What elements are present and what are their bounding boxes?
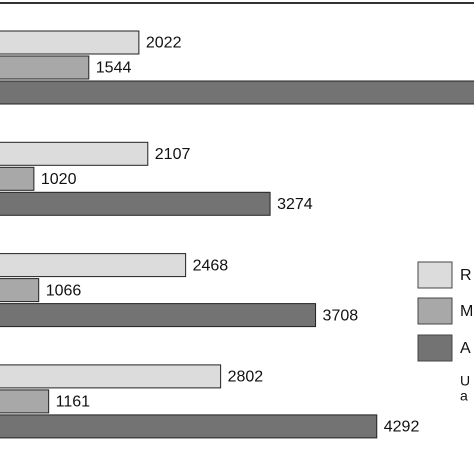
bar	[0, 30, 140, 55]
value-label: 3708	[323, 307, 359, 324]
value-label: 3274	[277, 196, 313, 213]
bar	[0, 303, 317, 328]
bar	[0, 80, 474, 105]
value-label: 2022	[146, 35, 182, 52]
legend-swatch	[417, 261, 453, 289]
bar	[0, 141, 149, 166]
bar	[0, 166, 35, 191]
value-label: 1544	[96, 60, 132, 77]
value-label: 2468	[193, 257, 229, 274]
value-label: 1161	[56, 394, 91, 411]
bar	[0, 364, 222, 389]
bar	[0, 55, 90, 80]
value-label: 2802	[228, 369, 264, 386]
legend-label: A	[460, 340, 471, 357]
bar	[0, 253, 187, 278]
value-label: 1066	[46, 282, 82, 299]
legend-note: U	[460, 373, 470, 389]
value-label: 1020	[41, 171, 77, 188]
legend-label: M	[460, 303, 473, 320]
value-label: 2107	[155, 146, 191, 163]
value-label: 4292	[384, 419, 420, 436]
bar	[0, 191, 271, 216]
legend-swatch	[417, 334, 453, 362]
legend-swatch	[417, 297, 453, 325]
bar	[0, 389, 50, 414]
legend-note: a	[460, 388, 468, 404]
bar	[0, 414, 378, 439]
legend-label: R	[460, 267, 472, 284]
bar	[0, 278, 40, 303]
